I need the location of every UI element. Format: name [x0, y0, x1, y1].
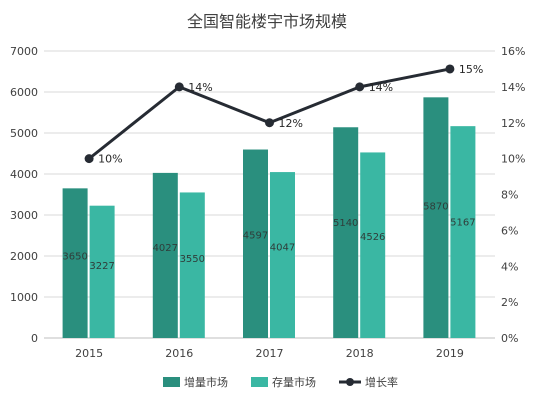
y2-tick-label: 4%: [501, 260, 518, 273]
y2-tick-label: 0%: [501, 332, 518, 345]
y-axis-right-ticks: 0% 2% 4% 6% 8% 10% 12% 14% 16%: [501, 45, 525, 345]
legend-label: 增长率: [365, 375, 398, 389]
legend-label: 存量市场: [272, 375, 316, 389]
bar-data-label: 3227: [89, 261, 114, 272]
bar: [62, 188, 88, 338]
legend-label: 增量市场: [184, 375, 228, 389]
x-tick-label: 2015: [75, 347, 103, 360]
y-tick-label: 3000: [10, 209, 38, 222]
bar-data-label: 5140: [333, 218, 358, 229]
y2-tick-label: 10%: [501, 153, 525, 166]
legend: 增量市场 存量市场 增长率: [163, 375, 398, 389]
bar-data-label: 4597: [243, 230, 268, 241]
y-axis-left-ticks: 0 1000 2000 3000 4000 5000 6000 7000: [10, 45, 38, 345]
y-tick-label: 0: [31, 332, 38, 345]
bar: [179, 192, 205, 338]
y-tick-label: 6000: [10, 86, 38, 99]
bar: [270, 172, 295, 338]
bar-data-label: 4027: [153, 243, 178, 254]
x-tick-label: 2018: [346, 347, 374, 360]
bar: [423, 97, 449, 338]
bar-data-label: 4526: [360, 232, 385, 243]
y2-tick-label: 12%: [501, 117, 525, 130]
legend-swatch: [163, 377, 180, 387]
x-tick-label: 2017: [256, 347, 284, 360]
x-axis-ticks: 2015 2016 2017 2018 2019: [75, 347, 464, 360]
growth-rate-line: 10% 14% 12% 14% 15%: [84, 63, 483, 166]
line-data-label: 14%: [188, 81, 212, 94]
bar: [450, 126, 476, 338]
line-point: [174, 82, 184, 92]
y-tick-label: 1000: [10, 291, 38, 304]
y2-tick-label: 2%: [501, 296, 518, 309]
bars: [62, 97, 476, 338]
bar: [152, 172, 178, 338]
y-tick-label: 4000: [10, 168, 38, 181]
chart-title: 全国智能楼宇市场规模: [187, 12, 347, 31]
line-point: [265, 118, 274, 128]
legend-swatch: [251, 377, 268, 387]
bar-data-label: 4047: [270, 243, 295, 254]
bar-data-labels: 3650 4027 4597 5140 5870 3227 3550 4047 4526 5167: [62, 202, 475, 273]
y2-tick-label: 14%: [501, 81, 525, 94]
bar-data-label: 5870: [423, 202, 448, 213]
y2-tick-label: 16%: [501, 45, 525, 58]
bar: [243, 149, 268, 338]
bar: [360, 152, 386, 338]
line-point: [445, 64, 455, 74]
bar: [89, 205, 115, 338]
line-data-label: 15%: [459, 63, 483, 76]
x-tick-label: 2016: [165, 347, 193, 360]
growth-rate-polyline: [88, 67, 451, 160]
line-data-label: 10%: [98, 153, 122, 166]
y2-tick-label: 8%: [501, 189, 518, 202]
line-data-label: 12%: [279, 117, 303, 130]
x-tick-label: 2019: [436, 347, 464, 360]
bar: [333, 127, 359, 338]
bar-data-label: 3550: [180, 254, 205, 265]
line-point: [84, 154, 94, 164]
bar-data-label: 5167: [450, 217, 475, 228]
legend-marker: [346, 378, 354, 386]
y2-tick-label: 6%: [501, 224, 518, 237]
line-point: [355, 82, 365, 92]
line-data-label: 14%: [369, 81, 393, 94]
y-tick-label: 2000: [10, 250, 38, 263]
bar-data-label: 3650: [62, 252, 87, 263]
y-tick-label: 7000: [10, 45, 38, 58]
y-tick-label: 5000: [10, 127, 38, 140]
